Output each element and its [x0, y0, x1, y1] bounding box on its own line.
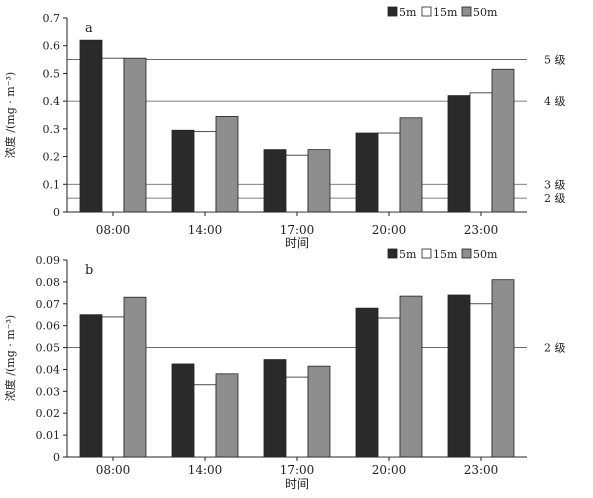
- y-tick-label: 0: [53, 206, 60, 219]
- bar-15m-2000: [377, 317, 401, 458]
- legend-label-50m: 50m: [473, 6, 498, 19]
- bar-15m-0800: [101, 57, 125, 213]
- y-tick-label: 0.1: [43, 178, 61, 191]
- y-tick-label: 0.4: [43, 95, 61, 108]
- legend-label-15m: 15m: [433, 6, 458, 19]
- y-tick-label: 0.01: [36, 429, 61, 442]
- legend-label-50m: 50m: [473, 248, 498, 261]
- y-tick-label: 0.06: [36, 320, 61, 333]
- reference-line-label: 5 级: [544, 54, 566, 67]
- legend-swatch-15m: [421, 6, 432, 17]
- legend-label-5m: 5m: [399, 248, 417, 261]
- chart-panel-a: 5 级 4 级 3 级2 级 0 0.1 0.2 0.3 0.4 0.5 0.6 0.7 08:00 1…: [3, 6, 566, 250]
- bar-15m-2300: [469, 92, 493, 213]
- bar-15m-2000: [377, 132, 401, 213]
- x-tick-label: 14:00: [188, 463, 223, 477]
- x-tick-label: 08:00: [96, 223, 131, 237]
- bar-50m-2300: [491, 68, 515, 213]
- y-tick-label: 0.03: [36, 385, 61, 398]
- bar-50m-0800: [123, 57, 147, 213]
- x-axis-label: 时间: [285, 236, 309, 250]
- legend-swatch-15m: [421, 248, 432, 259]
- bar-50m-2000: [399, 117, 423, 213]
- y-tick-label: 0.02: [36, 407, 61, 420]
- chart-panel-b: 2 级 0 0.01 0.02 0.03 0.04 0.05 0.06 0.07 0.08 0.09…: [3, 248, 566, 491]
- y-tick-label: 0.05: [36, 342, 61, 355]
- bar-5m-2000: [355, 132, 379, 213]
- reference-line-label: 2 级: [544, 342, 566, 355]
- legend-label-5m: 5m: [399, 6, 417, 19]
- bar-5m-1400: [171, 363, 195, 458]
- legend-swatch-50m: [461, 248, 472, 259]
- bar-5m-2300: [447, 95, 471, 213]
- legend-swatch-5m: [387, 248, 398, 259]
- bar-50m-2300: [491, 279, 515, 458]
- x-tick-label: 08:00: [96, 463, 131, 477]
- x-tick-label: 20:00: [372, 223, 407, 237]
- y-tick-label: 0.04: [36, 363, 61, 376]
- bar-5m-0800: [79, 314, 103, 458]
- legend-label-15m: 15m: [433, 248, 458, 261]
- bar-15m-0800: [101, 316, 125, 458]
- bar-50m-1700: [307, 149, 331, 213]
- legend-swatch-50m: [461, 6, 472, 17]
- bar-5m-2300: [447, 294, 471, 458]
- reference-line-label: 2 级: [544, 192, 566, 205]
- y-tick-label: 0: [53, 451, 60, 464]
- bar-15m-1400: [193, 131, 217, 213]
- y-tick-label: 0.2: [43, 151, 61, 164]
- bar-15m-1400: [193, 384, 217, 458]
- x-axis-label: 时间: [285, 477, 309, 491]
- x-tick-label: 20:00: [372, 463, 407, 477]
- bar-50m-1700: [307, 365, 331, 458]
- x-tick-label: 23:00: [464, 223, 499, 237]
- bar-5m-0800: [79, 39, 103, 213]
- y-axis-label: 浓度 /(mg · m⁻³): [3, 315, 17, 401]
- bar-50m-1400: [215, 373, 239, 458]
- y-tick-label: 0.3: [43, 123, 61, 136]
- x-tick-label: 14:00: [188, 223, 223, 237]
- y-tick-label: 0.08: [36, 276, 61, 289]
- legend-swatch-5m: [387, 6, 398, 17]
- y-tick-label: 0.07: [36, 298, 61, 311]
- panel-label: a: [85, 21, 93, 36]
- reference-line-label: 4 级: [544, 95, 566, 108]
- bar-5m-1700: [263, 359, 287, 458]
- x-tick-label: 17:00: [280, 223, 315, 237]
- y-tick-label: 0.5: [43, 67, 61, 80]
- panel-label: b: [85, 263, 93, 278]
- y-axis-label: 浓度 /(mg · m⁻³): [3, 72, 17, 158]
- y-tick-label: 0.6: [43, 40, 61, 53]
- bar-15m-1700: [285, 154, 309, 213]
- y-tick-label: 0.09: [36, 254, 61, 267]
- bar-5m-1700: [263, 149, 287, 213]
- bar-5m-2000: [355, 307, 379, 458]
- bar-50m-0800: [123, 296, 147, 458]
- reference-line-label: 3 级: [544, 178, 566, 191]
- bar-50m-2000: [399, 295, 423, 458]
- x-tick-label: 23:00: [464, 463, 499, 477]
- bar-15m-1700: [285, 376, 309, 458]
- x-tick-label: 17:00: [280, 463, 315, 477]
- bar-50m-1400: [215, 115, 239, 213]
- bar-15m-2300: [469, 303, 493, 458]
- y-tick-label: 0.7: [43, 12, 61, 25]
- bar-5m-1400: [171, 129, 195, 213]
